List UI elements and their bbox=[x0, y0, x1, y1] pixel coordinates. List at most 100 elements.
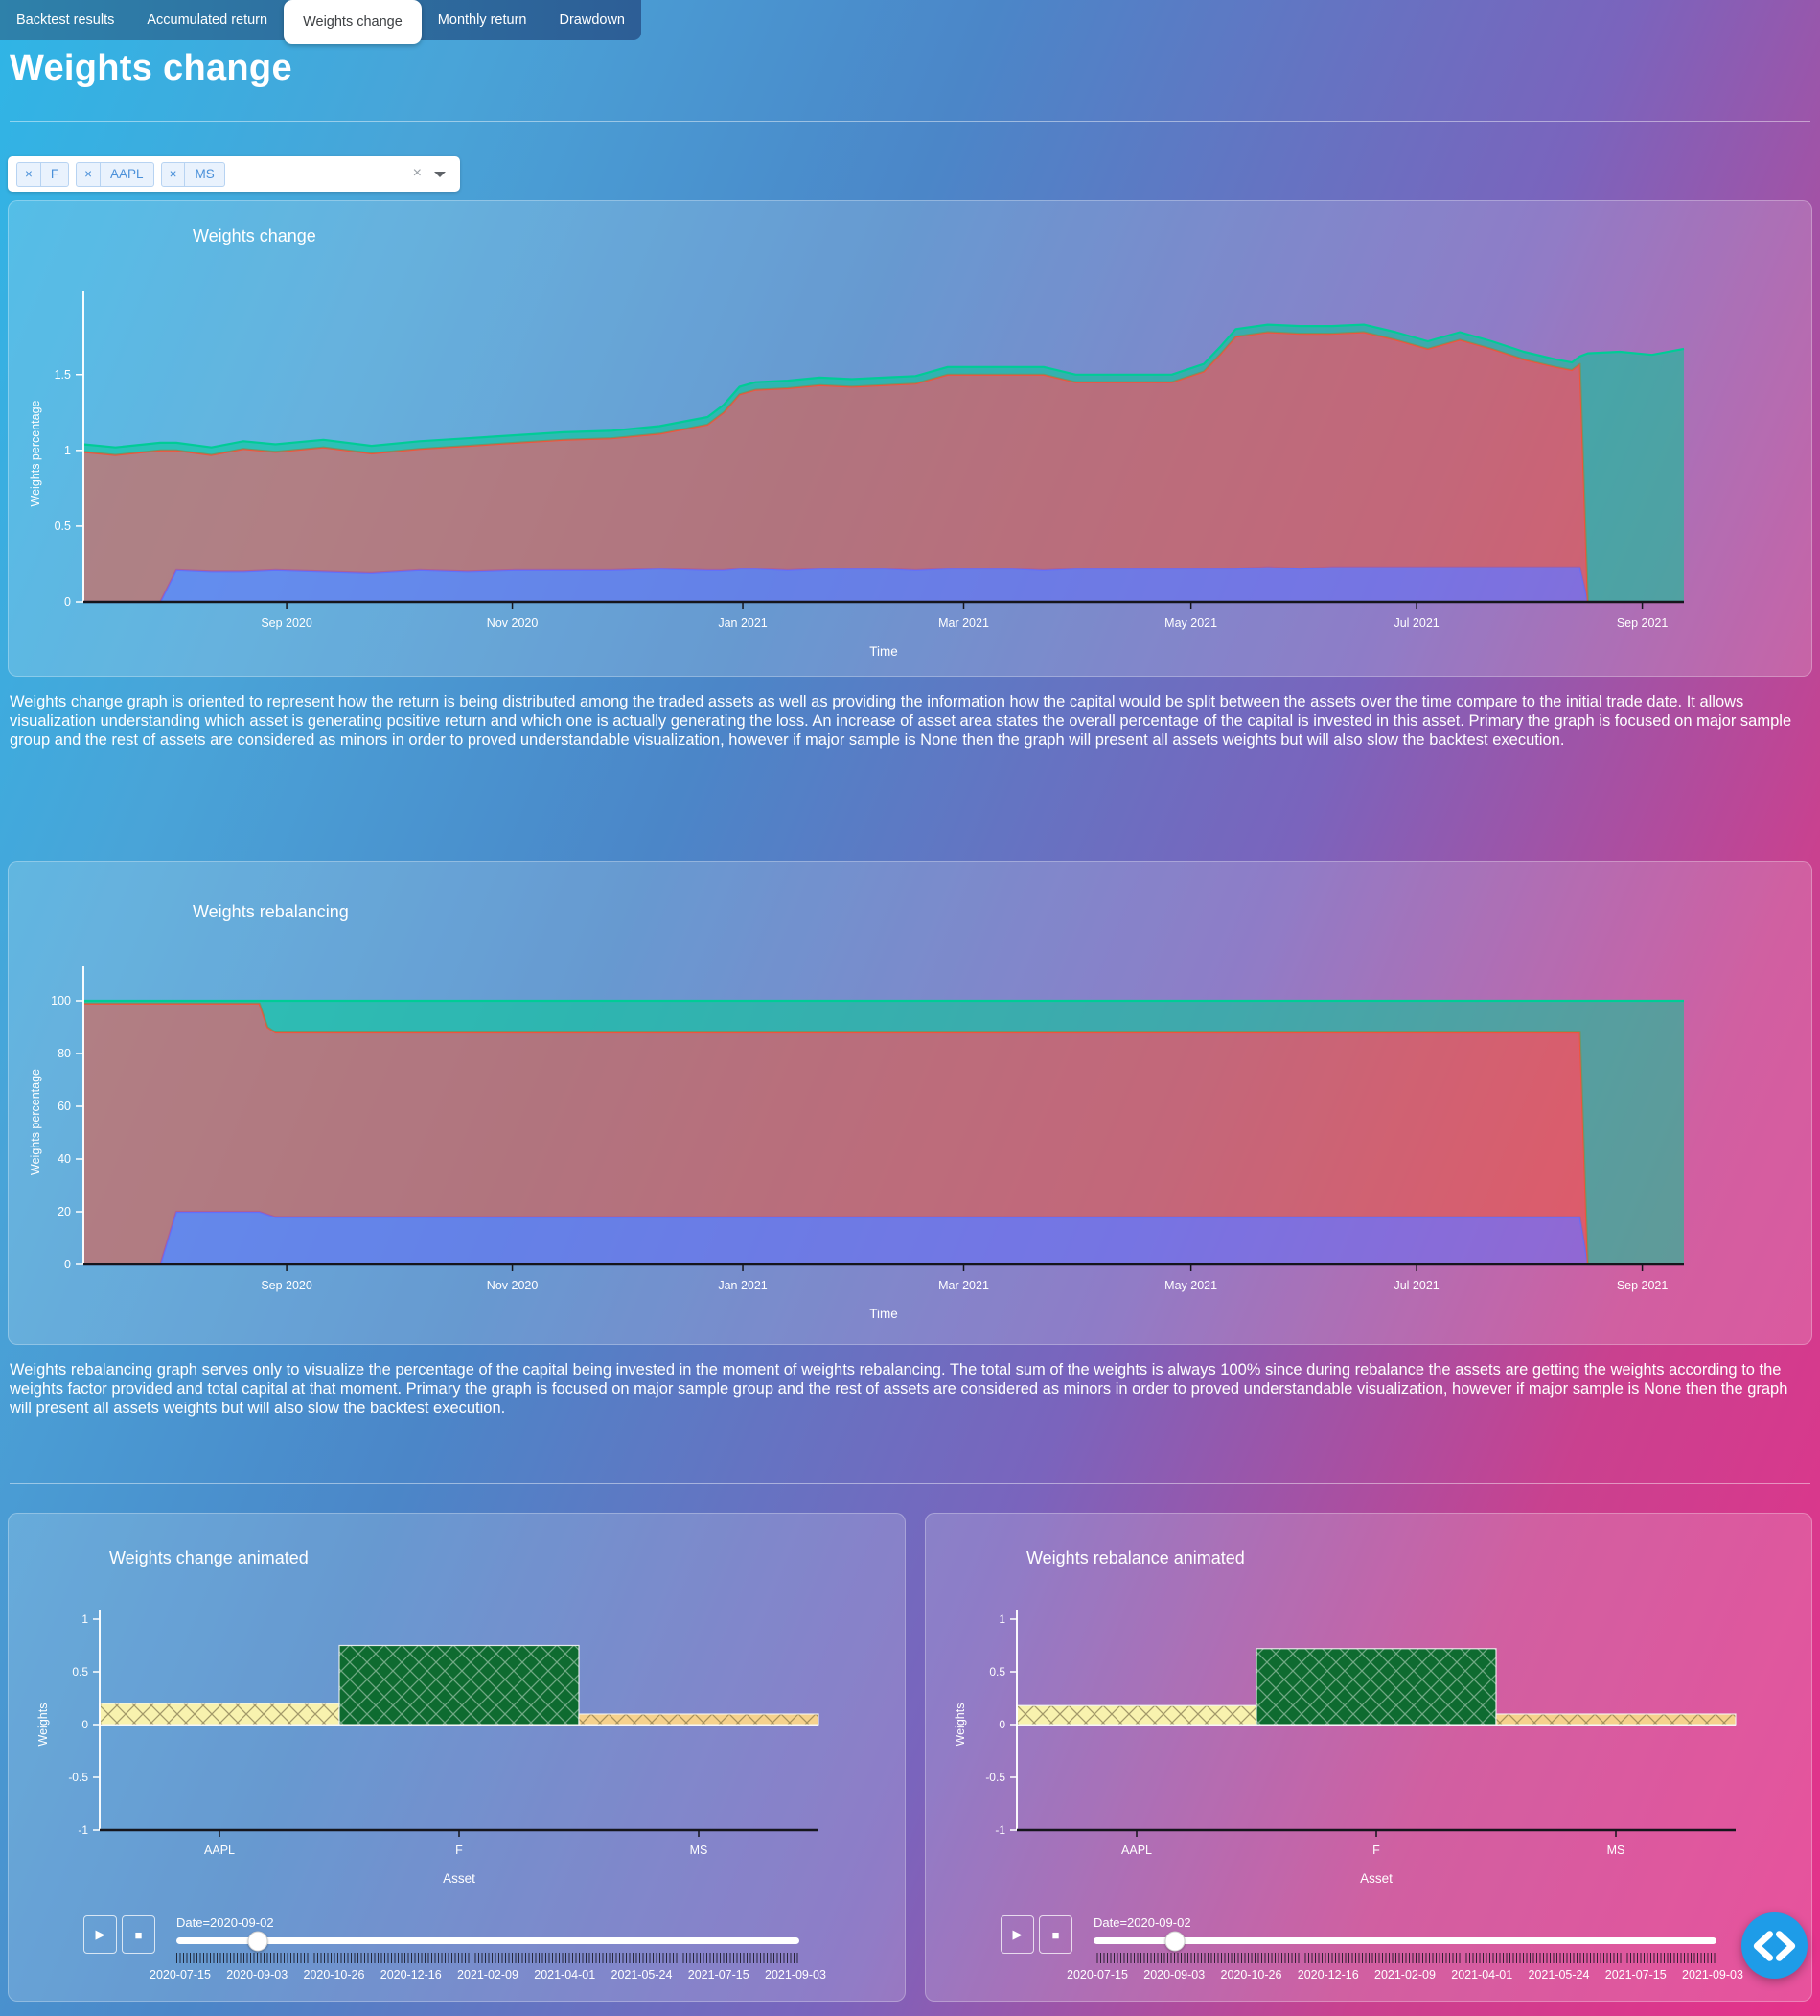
svg-text:Sep 2021: Sep 2021 bbox=[1617, 616, 1669, 630]
svg-text:80: 80 bbox=[58, 1047, 71, 1060]
animation-controls: ▶ ■ Date=2020-09-02 2020-07-15 2020-09-03… bbox=[1001, 1915, 1811, 1981]
svg-text:40: 40 bbox=[58, 1152, 71, 1166]
svg-text:Time: Time bbox=[869, 644, 898, 659]
svg-text:-0.5: -0.5 bbox=[985, 1771, 1005, 1784]
slider-tick-label: 2021-07-15 bbox=[687, 1968, 749, 1981]
stop-button[interactable]: ■ bbox=[122, 1915, 155, 1954]
remove-asset-icon[interactable]: × bbox=[17, 162, 41, 186]
slider-tick-label: 2021-05-24 bbox=[1528, 1968, 1590, 1981]
slider-tick-ruler bbox=[176, 1953, 799, 1963]
slider-tick-label: 2020-09-03 bbox=[1143, 1968, 1206, 1981]
weights-change-animated-chart[interactable]: 1 0.5 0 -0.5 -1 AAPL F MS Asset Weights bbox=[9, 1591, 890, 1908]
asset-chip-label: MS bbox=[195, 167, 215, 181]
slider-date-label: Date=2020-09-02 bbox=[1094, 1915, 1191, 1930]
slider-tick-label: 2021-07-15 bbox=[1604, 1968, 1667, 1981]
svg-text:-0.5: -0.5 bbox=[68, 1771, 88, 1784]
slider-tick-labels: 2020-07-15 2020-09-03 2020-10-26 2020-12-16… bbox=[150, 1968, 826, 1981]
svg-text:0.5: 0.5 bbox=[55, 520, 71, 533]
chart-title: Weights rebalancing bbox=[193, 902, 349, 921]
tab-monthly-return[interactable]: Monthly return bbox=[437, 12, 527, 28]
svg-text:F: F bbox=[1372, 1843, 1380, 1857]
weights-rebalance-animated-chart[interactable]: 1 0.5 0 -0.5 -1 AAPL F MS Asset Weights bbox=[926, 1591, 1808, 1908]
svg-text:May 2021: May 2021 bbox=[1164, 616, 1217, 630]
svg-text:0: 0 bbox=[999, 1718, 1005, 1731]
svg-text:0: 0 bbox=[64, 1258, 71, 1271]
svg-text:0.5: 0.5 bbox=[989, 1665, 1005, 1679]
tab-accumulated-return[interactable]: Accumulated return bbox=[147, 12, 268, 28]
weights-change-description: Weights change graph is oriented to repr… bbox=[10, 693, 1792, 749]
svg-text:Weights percentage: Weights percentage bbox=[29, 400, 42, 506]
divider bbox=[10, 121, 1810, 122]
chevron-down-icon[interactable] bbox=[434, 172, 446, 177]
animated-panels-row: Weights change animated 1 0.5 0 -0.5 -1 AAPL F… bbox=[8, 1513, 1812, 2002]
svg-text:1.5: 1.5 bbox=[55, 368, 71, 382]
slider-tick-label: 2020-07-15 bbox=[1067, 1968, 1128, 1981]
slider-thumb[interactable] bbox=[1164, 1931, 1185, 1951]
chart-title: Weights rebalance animated bbox=[1026, 1548, 1245, 1567]
play-button[interactable]: ▶ bbox=[1001, 1915, 1034, 1954]
slider-tick-label: 2020-09-03 bbox=[226, 1968, 288, 1981]
svg-text:Weights: Weights bbox=[954, 1703, 967, 1747]
svg-text:Sep 2021: Sep 2021 bbox=[1617, 1279, 1669, 1292]
svg-text:MS: MS bbox=[1607, 1843, 1625, 1857]
chart-title: Weights change bbox=[193, 226, 316, 245]
remove-asset-icon[interactable]: × bbox=[162, 162, 186, 186]
date-slider[interactable] bbox=[176, 1931, 799, 1951]
tab-bar: Backtest results Accumulated return Weig… bbox=[0, 0, 641, 44]
svg-text:F: F bbox=[455, 1843, 463, 1857]
slider-tick-label: 2020-12-16 bbox=[1297, 1968, 1359, 1981]
date-slider-block: Date=2020-09-02 2020-07-15 2020-09-03 2020… bbox=[150, 1915, 826, 1981]
svg-text:Jan 2021: Jan 2021 bbox=[718, 1279, 767, 1292]
svg-text:Nov 2020: Nov 2020 bbox=[487, 616, 539, 630]
slider-date-label: Date=2020-09-02 bbox=[176, 1915, 274, 1930]
date-slider[interactable] bbox=[1094, 1931, 1716, 1951]
svg-text:0.5: 0.5 bbox=[72, 1665, 88, 1679]
date-slider-block: Date=2020-09-02 2020-07-15 2020-09-03 2020… bbox=[1067, 1915, 1743, 1981]
tab-drawdown[interactable]: Drawdown bbox=[559, 12, 625, 28]
slider-tick-label: 2020-10-26 bbox=[303, 1968, 365, 1981]
clear-selection-icon[interactable]: × bbox=[412, 165, 422, 181]
selected-asset-chip: × AAPL bbox=[76, 161, 154, 187]
svg-text:1: 1 bbox=[999, 1612, 1005, 1626]
chart-title: Weights change animated bbox=[109, 1548, 309, 1567]
slider-tick-label: 2021-04-01 bbox=[1451, 1968, 1513, 1981]
svg-text:0: 0 bbox=[64, 595, 71, 609]
svg-text:May 2021: May 2021 bbox=[1164, 1279, 1217, 1292]
slider-tick-label: 2021-04-01 bbox=[534, 1968, 596, 1981]
slider-tick-label: 2021-09-03 bbox=[765, 1968, 826, 1981]
slider-tick-label: 2021-02-09 bbox=[1374, 1968, 1436, 1981]
selected-asset-chip: × MS bbox=[160, 161, 225, 187]
weights-rebalance-animated-panel: Weights rebalance animated 1 0.5 0 -0.5 -1 AA… bbox=[925, 1513, 1812, 2002]
svg-text:1: 1 bbox=[81, 1612, 88, 1626]
svg-text:Jul 2021: Jul 2021 bbox=[1394, 1279, 1439, 1292]
asset-multiselect[interactable]: × F × AAPL × MS × bbox=[8, 156, 460, 192]
svg-text:Mar 2021: Mar 2021 bbox=[938, 616, 989, 630]
weights-rebalancing-chart[interactable]: 0 20 40 60 80 100 Sep 2020 Nov 2020 Jan 2021 Mar … bbox=[9, 949, 1813, 1332]
svg-text:AAPL: AAPL bbox=[1121, 1843, 1152, 1857]
remove-asset-icon[interactable]: × bbox=[77, 162, 102, 186]
weights-change-chart[interactable]: 0 0.5 1 1.5 Sep 2020 Nov 2020 Jan 2021 Mar 2021… bbox=[9, 273, 1813, 666]
slider-tick-label: 2021-05-24 bbox=[611, 1968, 673, 1981]
svg-text:AAPL: AAPL bbox=[204, 1843, 235, 1857]
play-button[interactable]: ▶ bbox=[83, 1915, 117, 1954]
weights-change-animated-panel: Weights change animated 1 0.5 0 -0.5 -1 AAPL F… bbox=[8, 1513, 906, 2002]
svg-text:Time: Time bbox=[869, 1307, 898, 1321]
svg-text:-1: -1 bbox=[78, 1823, 88, 1837]
weights-rebalancing-description: Weights rebalancing graph serves only to… bbox=[10, 1361, 1788, 1417]
weights-rebalancing-panel: Weights rebalancing 0 20 40 60 80 100 Sep 2020… bbox=[8, 861, 1812, 1345]
asset-chip-label: F bbox=[50, 167, 59, 181]
weights-change-panel: Weights change 0 0.5 1 1.5 Sep 2020 Nov 2020 J… bbox=[8, 200, 1812, 677]
tab-weights-change[interactable]: Weights change bbox=[284, 0, 422, 44]
code-chevrons-fab-button[interactable] bbox=[1741, 1912, 1808, 1979]
selected-asset-chip: × F bbox=[16, 161, 70, 187]
tab-backtest-results[interactable]: Backtest results bbox=[16, 12, 115, 28]
svg-text:Nov 2020: Nov 2020 bbox=[487, 1279, 539, 1292]
svg-text:0: 0 bbox=[81, 1718, 88, 1731]
slider-tick-label: 2020-10-26 bbox=[1220, 1968, 1282, 1981]
stop-button[interactable]: ■ bbox=[1039, 1915, 1072, 1954]
slider-tick-label: 2020-07-15 bbox=[150, 1968, 211, 1981]
slider-tick-label: 2021-02-09 bbox=[457, 1968, 518, 1981]
slider-thumb[interactable] bbox=[247, 1931, 267, 1951]
svg-text:60: 60 bbox=[58, 1100, 71, 1113]
slider-tick-ruler bbox=[1094, 1953, 1716, 1963]
